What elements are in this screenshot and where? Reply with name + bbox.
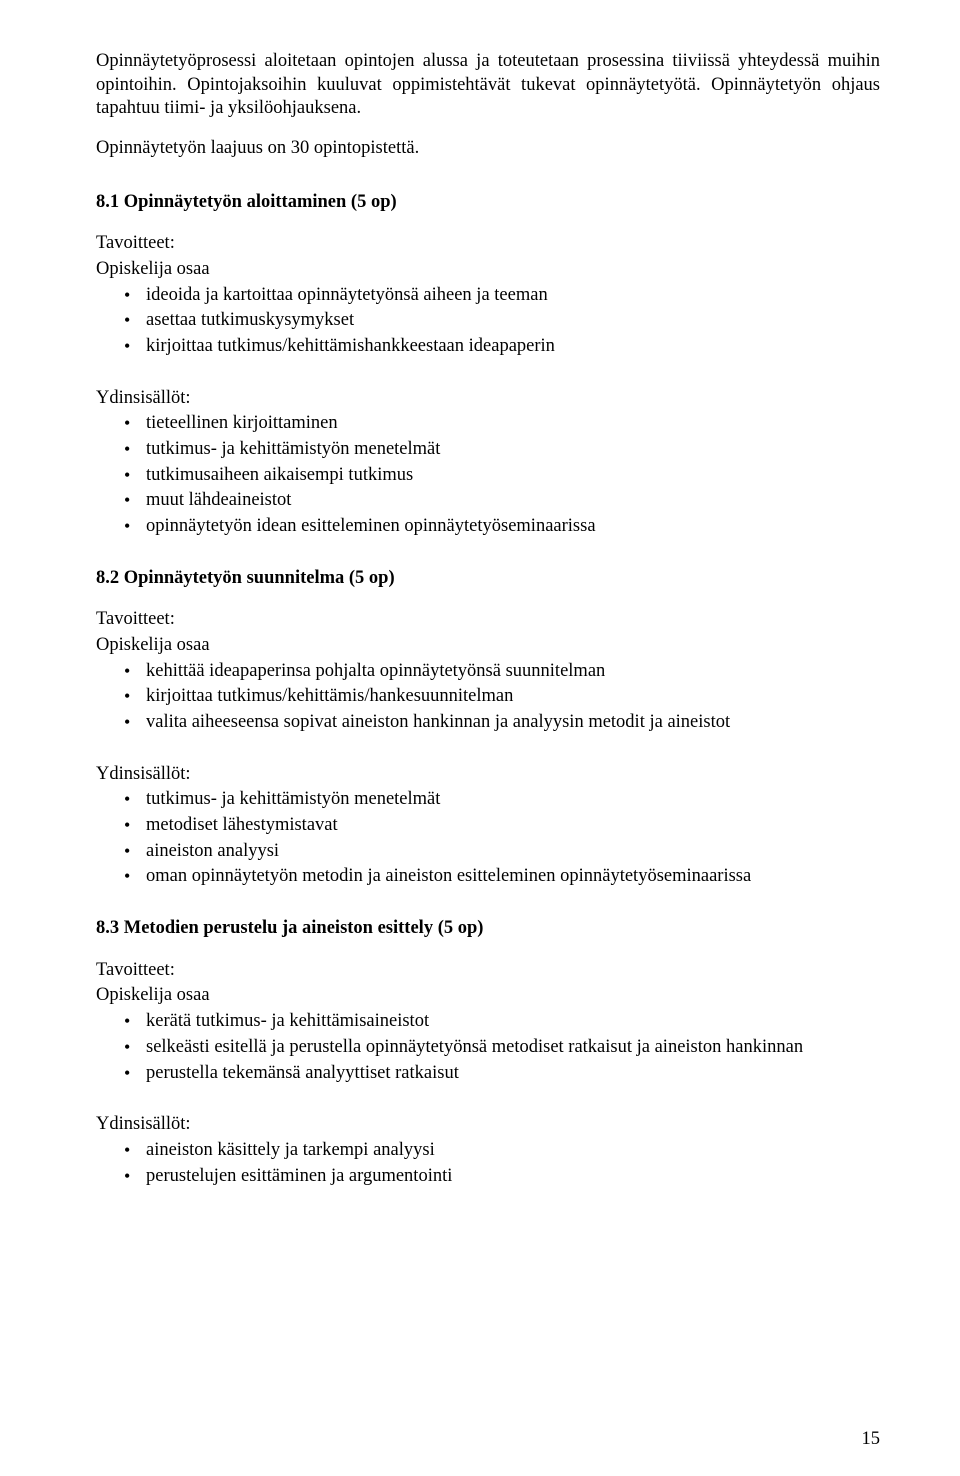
page-number: 15 bbox=[862, 1428, 881, 1452]
goals-label: Tavoitteet: bbox=[96, 232, 880, 256]
list-item: tieteellinen kirjoittaminen bbox=[146, 412, 880, 436]
goals-list: kehittää ideapaperinsa pohjalta opinnäyt… bbox=[96, 660, 880, 735]
core-list: tutkimus- ja kehittämistyön menetelmät m… bbox=[96, 788, 880, 889]
list-item: tutkimus- ja kehittämistyön menetelmät bbox=[146, 438, 880, 462]
core-list: tieteellinen kirjoittaminen tutkimus- ja… bbox=[96, 412, 880, 538]
list-item: selkeästi esitellä ja perustella opinnäy… bbox=[146, 1036, 880, 1060]
goals-list: kerätä tutkimus- ja kehittämisaineistot … bbox=[96, 1010, 880, 1085]
list-item: oman opinnäytetyön metodin ja aineiston … bbox=[146, 865, 880, 889]
intro-paragraph-2: Opinnäytetyön laajuus on 30 opintopistet… bbox=[96, 137, 880, 161]
list-item: metodiset lähestymistavat bbox=[146, 814, 880, 838]
goals-label: Tavoitteet: bbox=[96, 959, 880, 983]
list-item: kirjoittaa tutkimus/kehittämis/hankesuun… bbox=[146, 685, 880, 709]
core-label: Ydinsisällöt: bbox=[96, 387, 880, 411]
list-item: kirjoittaa tutkimus/kehittämishankkeesta… bbox=[146, 335, 880, 359]
list-item: kerätä tutkimus- ja kehittämisaineistot bbox=[146, 1010, 880, 1034]
list-item: opinnäytetyön idean esitteleminen opinnä… bbox=[146, 515, 880, 539]
list-item: aineiston analyysi bbox=[146, 840, 880, 864]
core-label: Ydinsisällöt: bbox=[96, 763, 880, 787]
list-item: valita aiheeseensa sopivat aineiston han… bbox=[146, 711, 880, 735]
list-item: kehittää ideapaperinsa pohjalta opinnäyt… bbox=[146, 660, 880, 684]
section-8-1-heading: 8.1 Opinnäytetyön aloittaminen (5 op) bbox=[96, 191, 880, 215]
list-item: aineiston käsittely ja tarkempi analyysi bbox=[146, 1139, 880, 1163]
list-item: tutkimusaiheen aikaisempi tutkimus bbox=[146, 464, 880, 488]
list-item: asettaa tutkimuskysymykset bbox=[146, 309, 880, 333]
page-container: Opinnäytetyöprosessi aloitetaan opintoje… bbox=[0, 0, 960, 1476]
list-item: perustelujen esittäminen ja argumentoint… bbox=[146, 1165, 880, 1189]
list-item: ideoida ja kartoittaa opinnäytetyönsä ai… bbox=[146, 284, 880, 308]
list-item: perustella tekemänsä analyyttiset ratkai… bbox=[146, 1062, 880, 1086]
list-item: muut lähdeaineistot bbox=[146, 489, 880, 513]
goals-list: ideoida ja kartoittaa opinnäytetyönsä ai… bbox=[96, 284, 880, 359]
core-list: aineiston käsittely ja tarkempi analyysi… bbox=[96, 1139, 880, 1188]
core-label: Ydinsisällöt: bbox=[96, 1113, 880, 1137]
intro-paragraph-1: Opinnäytetyöprosessi aloitetaan opintoje… bbox=[96, 50, 880, 121]
goals-leadin: Opiskelija osaa bbox=[96, 258, 880, 282]
goals-leadin: Opiskelija osaa bbox=[96, 984, 880, 1008]
section-8-2-heading: 8.2 Opinnäytetyön suunnitelma (5 op) bbox=[96, 567, 880, 591]
list-item: tutkimus- ja kehittämistyön menetelmät bbox=[146, 788, 880, 812]
goals-label: Tavoitteet: bbox=[96, 608, 880, 632]
section-8-3-heading: 8.3 Metodien perustelu ja aineiston esit… bbox=[96, 917, 880, 941]
goals-leadin: Opiskelija osaa bbox=[96, 634, 880, 658]
